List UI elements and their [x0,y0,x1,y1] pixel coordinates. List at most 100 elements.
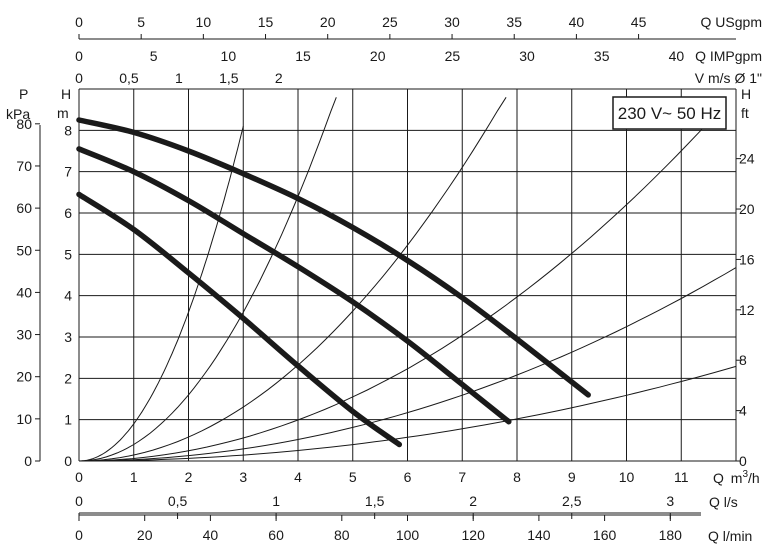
x-bottom-ls-tick-label: 2,5 [562,493,582,509]
x-bottom-lmin-tick-label: 160 [593,527,617,543]
voltage-badge: 230 V~ 50 Hz [612,96,727,130]
x-main-tick-label: 9 [568,469,576,485]
system-curve [78,97,507,462]
x-main-tick-label: 1 [130,469,138,485]
x-main-label-sup: 3 [742,469,748,480]
y-pressure-tick-label: 40 [16,284,32,300]
y-pressure-unit-label: kPa [6,106,30,122]
x-main-tick-label: 11 [674,469,689,485]
pump-curve-2 [76,146,512,425]
x-top-impgpm-tick-label: 25 [445,48,461,64]
y-head-m-tick-label: 0 [64,453,72,469]
x-main-tick-label: 3 [239,469,247,485]
x-top-usgpm-tick-label: 15 [258,14,274,30]
x-top-impgpm-tick-label: 30 [519,48,535,64]
y-head-m-tick-label: 8 [64,122,72,138]
x-bottom-ls-tick-label: 0,5 [168,493,188,509]
x-top-impgpm-tick-label: 20 [370,48,386,64]
voltage-badge-text: 230 V~ 50 Hz [618,104,722,123]
x-top-impgpm-tick-label: 40 [669,48,685,64]
system-curve [78,109,720,462]
x-bottom-lmin-tick-label: 100 [396,527,420,543]
x-bottom-lmin-tick-label: 60 [268,527,284,543]
x-bottom-lmin-tick-label: 140 [527,527,551,543]
y-pressure-top-label: P [19,86,28,102]
x-top-impgpm-tick-label: 10 [221,48,237,64]
x-bottom-ls-tick-label: 3 [666,493,674,509]
x-top-usgpm-tick-label: 20 [320,14,336,30]
system-curve [79,365,737,462]
y-head-ft-tick-label: 12 [739,302,755,318]
x-top-impgpm-label: Q IMPgpm [695,48,762,64]
x-top-usgpm-label: Q USgpm [701,14,762,30]
y-head-m-unit-label: m [57,105,69,121]
x-top-velocity-tick-label: 0 [75,70,83,86]
x-bottom-ls-tick-label: 1,5 [365,493,385,509]
system-curves [78,97,737,462]
x-main-tick-label: 0 [75,469,83,485]
y-pressure-tick-label: 20 [16,369,32,385]
y-head-m-tick-label: 3 [64,329,72,345]
x-top-velocity-tick-label: 1 [175,70,183,86]
system-curve [78,126,244,462]
x-top-velocity-tick-label: 1,5 [219,70,239,86]
x-main-tick-label: 4 [294,469,302,485]
y-pressure-tick-label: 10 [16,411,32,427]
y-head-m-tick-label: 6 [64,205,72,221]
y-head-m-tick-label: 5 [64,246,72,262]
y-head-ft-tick-label: 16 [739,251,755,267]
x-bottom-lmin-tick-label: 0 [75,527,83,543]
pump-curves [76,117,591,448]
x-main-tick-label: 2 [185,469,193,485]
system-curve [78,267,737,462]
x-bottom-lmin-tick-label: 180 [659,527,683,543]
y-head-m-tick-label: 2 [64,370,72,386]
x-main-tick-label: 10 [619,469,635,485]
x-main-tick-label: 7 [458,469,466,485]
y-pressure-tick-label: 80 [16,116,32,132]
x-main-label-tail: /h [748,470,760,486]
x-top-velocity-tick-label: 0,5 [119,70,139,86]
x-top-velocity-label: V m/s Ø 1" [695,70,762,86]
x-bottom-ls-label: Q l/s [709,494,738,510]
x-main-tick-label: 8 [513,469,521,485]
y-head-m-tick-label: 7 [64,164,72,180]
x-top-impgpm-tick-label: 15 [295,48,311,64]
x-bottom-ls-tick-label: 2 [469,493,477,509]
x-top-impgpm-tick-label: 5 [150,48,158,64]
x-top-impgpm-tick-label: 0 [75,48,83,64]
x-top-usgpm-tick-label: 5 [137,14,145,30]
x-top-velocity-tick-label: 2 [275,70,283,86]
x-main-tick-label: 5 [349,469,357,485]
x-top-usgpm-tick-label: 45 [631,14,647,30]
x-top-usgpm-tick-label: 35 [506,14,522,30]
y-head-ft-tick-label: 4 [739,403,747,419]
y-pressure-tick-label: 0 [24,453,32,469]
pump-curve-1 [76,191,403,448]
y-head-ft-tick-label: 24 [739,151,755,167]
y-head-ft-top-label: H [741,86,751,102]
x-top-usgpm-tick-label: 10 [196,14,212,30]
x-bottom-ls-tick-label: 0 [75,493,83,509]
y-pressure-tick-label: 70 [16,158,32,174]
x-bottom-lmin-tick-label: 40 [203,527,219,543]
y-pressure-tick-label: 50 [16,242,32,258]
x-top-usgpm-tick-label: 40 [569,14,585,30]
x-bottom-lmin-label: Q l/min [708,528,752,544]
y-head-ft-tick-label: 8 [739,352,747,368]
x-top-usgpm-tick-label: 30 [444,14,460,30]
y-head-ft-unit-label: ft [741,105,749,121]
y-head-ft-tick-label: 20 [739,201,755,217]
pump-curve-3 [76,117,591,398]
x-top-impgpm-tick-label: 35 [594,48,610,64]
voltage-badge-box [612,96,727,130]
x-bottom-lmin-tick-label: 120 [462,527,486,543]
x-bottom-ls-tick-label: 1 [272,493,280,509]
x-top-usgpm-tick-label: 0 [75,14,83,30]
y-head-m-tick-label: 1 [64,412,72,428]
x-main-label-unit: m [731,470,743,486]
y-head-m-tick-label: 4 [64,288,72,304]
y-pressure-tick-label: 30 [16,327,32,343]
